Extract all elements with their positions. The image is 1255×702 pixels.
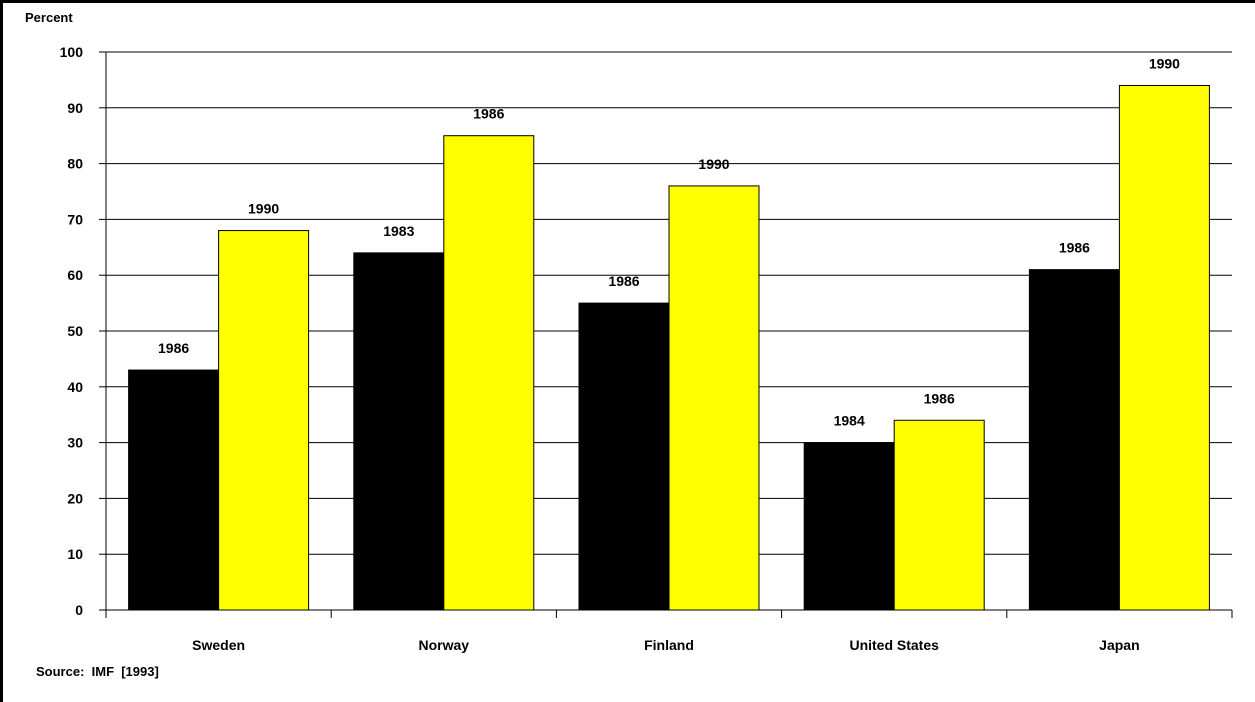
category-label: Norway xyxy=(419,637,470,653)
y-tick-label: 90 xyxy=(67,100,83,116)
bar-data-label: 1990 xyxy=(698,156,729,172)
bar xyxy=(803,442,895,611)
y-tick-label: 80 xyxy=(67,156,83,172)
category-label: Sweden xyxy=(192,637,245,653)
bar xyxy=(353,252,445,611)
category-label: Finland xyxy=(644,637,694,653)
bar-data-label: 1990 xyxy=(248,201,279,217)
bar-data-label: 1986 xyxy=(1059,240,1090,256)
bar xyxy=(218,230,310,611)
category-label: United States xyxy=(849,637,939,653)
y-tick-label: 0 xyxy=(75,602,83,618)
bar xyxy=(578,302,670,611)
y-tick-label: 10 xyxy=(67,546,83,562)
category-label: Japan xyxy=(1099,637,1139,653)
bar xyxy=(668,185,760,611)
bar xyxy=(443,135,535,611)
bar xyxy=(1118,84,1210,611)
source-note: Source: IMF [1993] xyxy=(36,664,159,679)
bar-data-label: 1983 xyxy=(383,223,414,239)
y-tick-label: 40 xyxy=(67,379,83,395)
y-tick-label: 70 xyxy=(67,211,83,227)
y-axis-title: Percent xyxy=(25,10,73,25)
category-labels: Sweden Norway Finland United States Japan xyxy=(192,637,1139,653)
y-tick-label: 30 xyxy=(67,435,83,451)
bar xyxy=(1028,269,1120,611)
bars xyxy=(128,84,1210,611)
y-tick-label: 20 xyxy=(67,490,83,506)
bar-data-label: 1984 xyxy=(834,413,865,429)
axes xyxy=(105,52,1233,618)
bar-data-label: 1986 xyxy=(608,273,639,289)
bar-data-label: 1990 xyxy=(1149,55,1180,71)
y-tick-label: 50 xyxy=(67,323,83,339)
bar-data-label: 1986 xyxy=(158,340,189,356)
bar xyxy=(128,369,220,611)
y-tick-label: 100 xyxy=(60,44,84,60)
y-tick-label: 60 xyxy=(67,267,83,283)
bar-data-label: 1986 xyxy=(473,106,504,122)
data-labels: 1986 1983 1986 1984 1986 1990 1986 1990 1986 1990 xyxy=(158,55,1180,428)
bar-data-label: 1986 xyxy=(924,390,955,406)
y-axis-ticks: 0 10 20 30 40 50 60 70 80 90 100 xyxy=(60,44,106,618)
bar xyxy=(893,419,985,611)
